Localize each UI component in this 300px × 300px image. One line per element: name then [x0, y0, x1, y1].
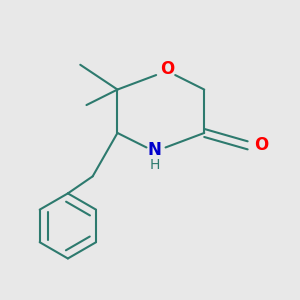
Text: H: H — [149, 158, 160, 172]
Text: O: O — [254, 136, 268, 154]
Text: N: N — [148, 141, 162, 159]
Text: O: O — [160, 60, 174, 78]
